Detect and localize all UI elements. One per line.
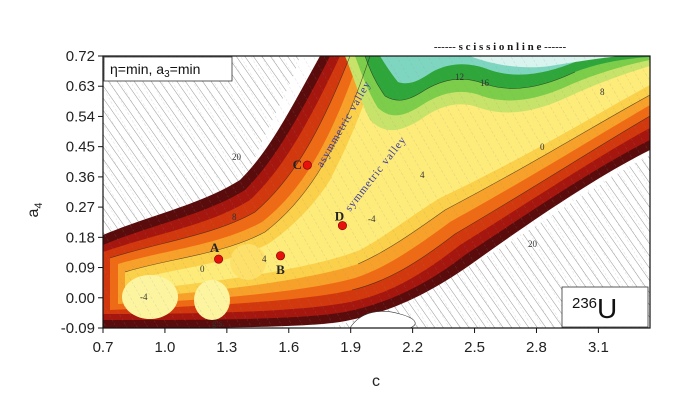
point-label-d: D: [335, 209, 344, 224]
x-tick-label: 2.8: [526, 339, 547, 356]
y-tick-label: 0.45: [66, 139, 95, 156]
svg-text:-4: -4: [368, 214, 376, 224]
x-tick-label: 1.6: [278, 339, 299, 356]
saddle-points: A B C D: [210, 157, 347, 277]
x-axis-label: c: [372, 373, 380, 390]
y-tick-label: 0.72: [66, 48, 95, 65]
y-tick-label: 0.54: [66, 108, 95, 125]
point-b: [276, 251, 286, 261]
svg-text:16: 16: [480, 78, 490, 88]
point-d: [337, 221, 347, 231]
contour-labels: -4 0 4 8 12 16 20 20 -4 0 4 8: [140, 72, 605, 302]
y-axis-ticks: 0.72 0.63 0.54 0.45 0.36 0.27 0.18 0.09 0.00 -0.0…: [61, 48, 103, 337]
svg-text:0: 0: [200, 264, 205, 274]
point-label-b: B: [276, 262, 285, 277]
y-axis-label: a4: [25, 202, 45, 217]
y-tick-label: 0.63: [66, 78, 95, 95]
svg-text:4: 4: [262, 254, 267, 264]
y-tick-label: 0.27: [66, 199, 95, 216]
svg-text:12: 12: [455, 72, 464, 82]
y-tick-label: -0.09: [61, 320, 95, 337]
svg-text:8: 8: [232, 212, 237, 222]
svg-text:8: 8: [600, 87, 605, 97]
x-tick-label: 3.1: [588, 339, 609, 356]
y-tick-label: 0.00: [66, 290, 95, 307]
svg-text:-4: -4: [140, 292, 148, 302]
svg-text:0: 0: [540, 142, 545, 152]
x-tick-label: 2.5: [464, 339, 485, 356]
ground-state-label: g.s.: [212, 318, 225, 328]
nucleus-mass: 236: [572, 295, 597, 312]
point-a: [214, 254, 224, 264]
condition-text: η=min, a3=min: [110, 61, 200, 80]
svg-text:20: 20: [528, 239, 538, 249]
svg-text:4: 4: [420, 170, 425, 180]
y-tick-label: 0.36: [66, 169, 95, 186]
point-label-a: A: [210, 240, 220, 255]
energy-surface: [103, 56, 650, 328]
x-tick-label: 0.7: [93, 339, 114, 356]
scission-line-label: ------ s c i s s i o n l i n e ------: [434, 41, 567, 53]
point-c: [302, 160, 312, 170]
condition-box: η=min, a3=min: [103, 56, 233, 82]
x-axis-ticks: 0.7 1.0 1.3 1.6 1.9 2.2 2.5 2.8 3.1: [93, 328, 609, 356]
x-tick-label: 1.3: [216, 339, 237, 356]
svg-text:20: 20: [232, 152, 242, 162]
y-tick-label: 0.09: [66, 260, 95, 277]
nucleus-box: 236U: [561, 286, 649, 328]
x-tick-label: 1.0: [154, 339, 175, 356]
svg-text:236U: 236U: [572, 293, 617, 324]
y-tick-label: 0.18: [66, 229, 95, 246]
nucleus-symbol: U: [597, 293, 617, 324]
x-tick-label: 1.9: [340, 339, 361, 356]
x-tick-label: 2.2: [402, 339, 423, 356]
plot-frame: [102, 55, 651, 329]
point-label-c: C: [293, 157, 302, 172]
